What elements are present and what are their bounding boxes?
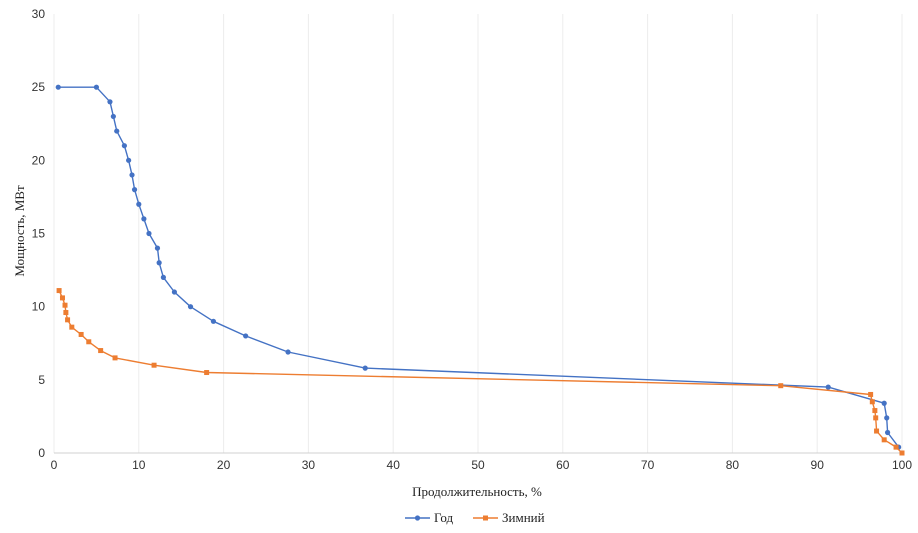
- data-point: [136, 201, 142, 207]
- data-point: [160, 274, 166, 280]
- x-tick-label: 80: [726, 458, 740, 472]
- data-point: [65, 317, 71, 323]
- data-point: [874, 428, 880, 434]
- y-tick-label: 20: [32, 153, 46, 167]
- data-point: [362, 365, 368, 371]
- x-tick-label: 40: [387, 458, 401, 472]
- data-point: [154, 245, 161, 251]
- x-axis-title: Продолжительность, %: [412, 484, 542, 499]
- x-tick-label: 20: [217, 458, 231, 472]
- data-point: [156, 260, 162, 266]
- data-point: [187, 304, 194, 310]
- x-tick-label: 30: [302, 458, 316, 472]
- data-point: [151, 362, 157, 368]
- data-point: [59, 295, 65, 301]
- legend-marker-zimniy: [483, 515, 488, 521]
- data-point: [884, 415, 890, 421]
- data-point: [243, 333, 249, 339]
- data-point: [56, 288, 62, 294]
- data-point: [825, 384, 831, 390]
- data-point: [285, 349, 291, 355]
- data-point: [872, 408, 878, 414]
- x-tick-label: 70: [641, 458, 655, 472]
- y-tick-label: 10: [32, 300, 46, 314]
- legend-label-god: Год: [434, 510, 453, 525]
- data-point: [869, 399, 875, 405]
- legend: Год Зимний: [405, 510, 545, 525]
- x-tick-label: 0: [51, 458, 58, 472]
- data-point: [881, 437, 887, 443]
- data-point: [204, 370, 210, 376]
- data-point: [69, 324, 75, 330]
- series-layer: [55, 84, 905, 456]
- y-axis-title: Мощность, МВт: [12, 185, 27, 277]
- y-tick-label: 30: [32, 7, 46, 21]
- gridlines: [53, 14, 903, 454]
- legend-item-god: Год: [405, 510, 453, 525]
- legend-marker-god: [414, 515, 421, 521]
- data-point: [110, 113, 116, 120]
- data-point: [141, 216, 147, 222]
- data-point: [884, 429, 891, 436]
- data-point: [778, 383, 784, 389]
- data-point: [881, 400, 887, 406]
- x-tick-label: 60: [556, 458, 570, 472]
- data-point: [93, 84, 99, 90]
- data-point: [146, 230, 152, 237]
- data-point: [55, 84, 61, 90]
- data-point: [78, 331, 84, 337]
- data-point: [129, 172, 135, 178]
- data-point: [171, 289, 178, 295]
- series-line: [58, 290, 903, 454]
- data-point: [114, 128, 120, 134]
- y-tick-labels: 0 5 10 15 20 25 30: [32, 7, 46, 460]
- data-point: [210, 318, 217, 324]
- x-tick-labels: 0 10 20 30 40 50 60 70 80 90 100: [51, 458, 913, 472]
- series-zimniy: [56, 288, 905, 456]
- y-tick-label: 25: [32, 80, 46, 94]
- data-point: [131, 187, 138, 193]
- legend-item-zimniy: Зимний: [473, 510, 545, 525]
- x-tick-label: 50: [471, 458, 485, 472]
- x-tick-label: 90: [811, 458, 825, 472]
- data-point: [873, 415, 879, 421]
- data-point: [899, 450, 905, 456]
- data-point: [63, 310, 69, 316]
- x-tick-label: 100: [892, 458, 912, 472]
- series-line: [58, 86, 900, 448]
- y-tick-label: 5: [38, 373, 45, 387]
- data-point: [121, 143, 127, 149]
- legend-label-zimniy: Зимний: [502, 510, 545, 525]
- data-point: [107, 99, 113, 105]
- x-tick-label: 10: [132, 458, 146, 472]
- data-point: [98, 348, 104, 354]
- data-point: [868, 391, 874, 397]
- data-point: [112, 355, 118, 361]
- y-tick-label: 15: [32, 227, 46, 241]
- data-point: [893, 444, 899, 450]
- data-point: [62, 302, 68, 308]
- series-god: [55, 84, 902, 450]
- data-point: [86, 339, 92, 345]
- y-tick-label: 0: [38, 446, 45, 460]
- data-point: [126, 157, 132, 163]
